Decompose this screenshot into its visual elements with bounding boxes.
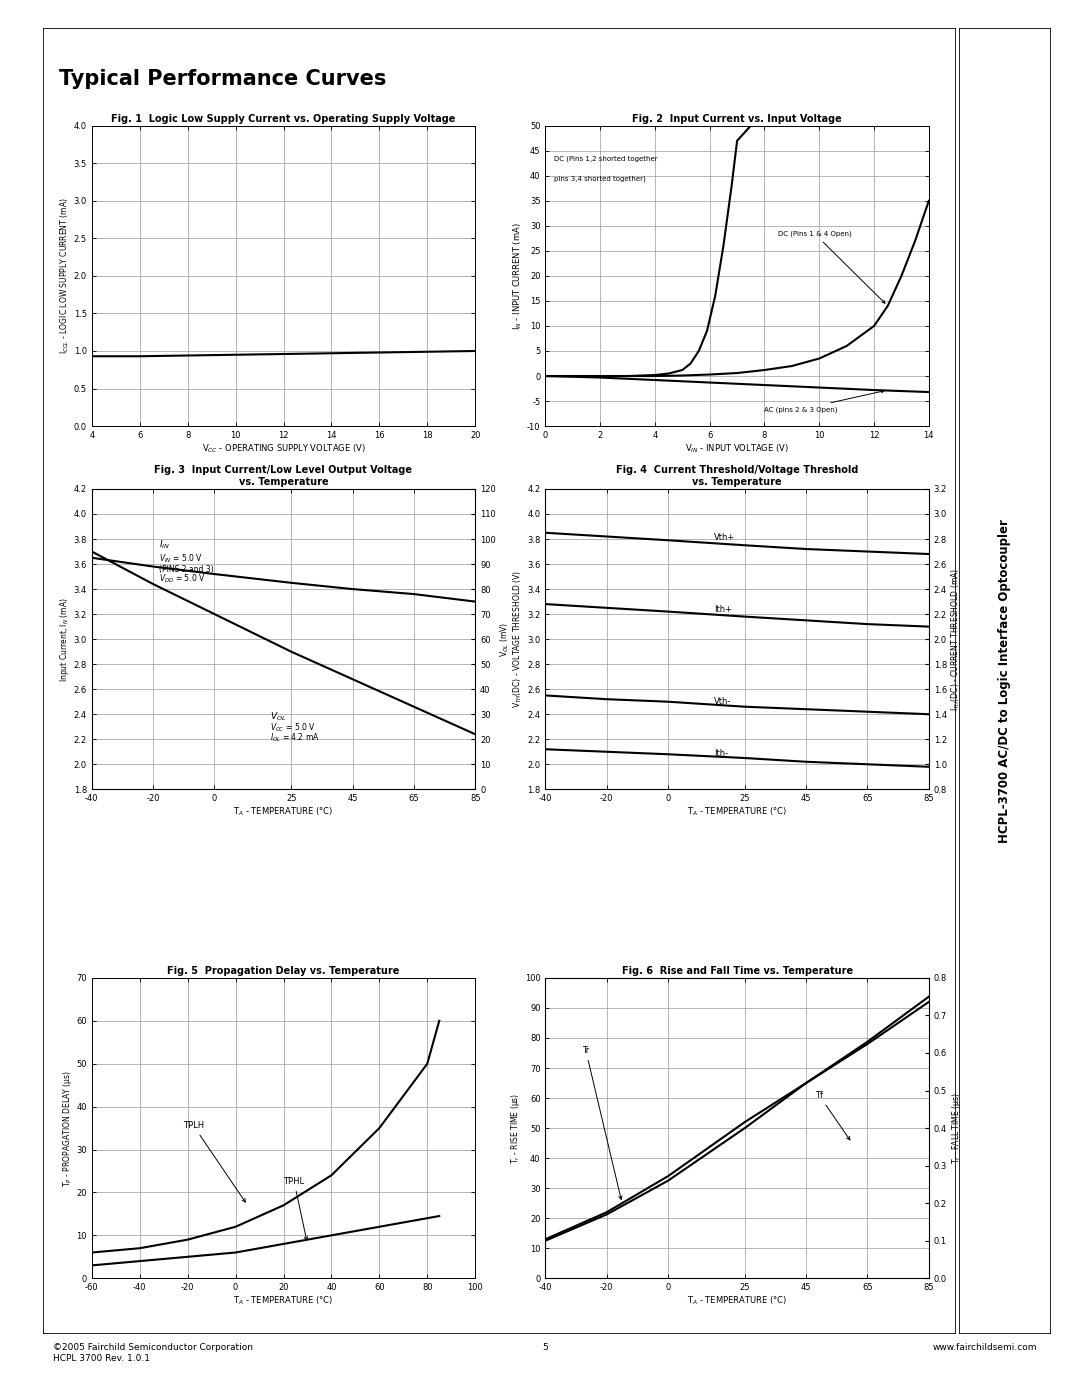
Text: Tr: Tr bbox=[582, 1046, 622, 1200]
Text: pins 3,4 shorted together): pins 3,4 shorted together) bbox=[554, 176, 646, 182]
Text: TPLH: TPLH bbox=[183, 1120, 245, 1201]
Text: AC (pins 2 & 3 Open): AC (pins 2 & 3 Open) bbox=[765, 390, 883, 412]
X-axis label: V$_{CC}$ - OPERATING SUPPLY VOLTAGE (V): V$_{CC}$ - OPERATING SUPPLY VOLTAGE (V) bbox=[202, 443, 365, 455]
Text: DC (Pins 1,2 shorted together: DC (Pins 1,2 shorted together bbox=[554, 156, 658, 162]
X-axis label: T$_A$ - TEMPERATURE (°C): T$_A$ - TEMPERATURE (°C) bbox=[687, 806, 787, 819]
Y-axis label: I$_{TH}$(DC) - CURRENT THRESHOLD (mA): I$_{TH}$(DC) - CURRENT THRESHOLD (mA) bbox=[949, 567, 962, 711]
X-axis label: T$_A$ - TEMPERATURE (°C): T$_A$ - TEMPERATURE (°C) bbox=[233, 1295, 334, 1308]
Y-axis label: V$_{OL}$ (mV): V$_{OL}$ (mV) bbox=[499, 622, 511, 657]
X-axis label: T$_A$ - TEMPERATURE (°C): T$_A$ - TEMPERATURE (°C) bbox=[233, 806, 334, 819]
Text: Ith+: Ith+ bbox=[714, 605, 732, 613]
Y-axis label: I$_{CCL}$ - LOGIC LOW SUPPLY CURRENT (mA): I$_{CCL}$ - LOGIC LOW SUPPLY CURRENT (mA… bbox=[58, 197, 71, 355]
Text: $I_{OL}$ = 4.2 mA: $I_{OL}$ = 4.2 mA bbox=[270, 732, 320, 745]
Text: TPHL: TPHL bbox=[283, 1176, 308, 1241]
Text: $V_{DD}$ = 5.0 V: $V_{DD}$ = 5.0 V bbox=[159, 573, 206, 585]
Text: Tf: Tf bbox=[815, 1091, 850, 1140]
Y-axis label: V$_{TH}$(DC) - VOLTAGE THRESHOLD (V): V$_{TH}$(DC) - VOLTAGE THRESHOLD (V) bbox=[512, 570, 525, 708]
Y-axis label: T$_f$ - FALL TIME (µs): T$_f$ - FALL TIME (µs) bbox=[949, 1092, 962, 1164]
Title: Fig. 2  Input Current vs. Input Voltage: Fig. 2 Input Current vs. Input Voltage bbox=[632, 113, 842, 123]
Title: Fig. 4  Current Threshold/Voltage Threshold
vs. Temperature: Fig. 4 Current Threshold/Voltage Thresho… bbox=[616, 465, 859, 486]
Y-axis label: T$_P$ - PROPAGATION DELAY (µs): T$_P$ - PROPAGATION DELAY (µs) bbox=[60, 1070, 73, 1186]
Y-axis label: T$_r$ - RISE TIME (µs): T$_r$ - RISE TIME (µs) bbox=[509, 1092, 522, 1164]
X-axis label: T$_A$ - TEMPERATURE (°C): T$_A$ - TEMPERATURE (°C) bbox=[687, 1295, 787, 1308]
Text: Vth+: Vth+ bbox=[714, 534, 735, 542]
X-axis label: V$_{IN}$ - INPUT VOLTAGE (V): V$_{IN}$ - INPUT VOLTAGE (V) bbox=[685, 443, 789, 455]
Text: www.fairchildsemi.com: www.fairchildsemi.com bbox=[933, 1343, 1038, 1351]
Text: (PINS 2 and 3): (PINS 2 and 3) bbox=[159, 564, 214, 574]
Text: Typical Performance Curves: Typical Performance Curves bbox=[59, 68, 387, 89]
Text: Ith-: Ith- bbox=[714, 749, 728, 757]
Title: Fig. 3  Input Current/Low Level Output Voltage
vs. Temperature: Fig. 3 Input Current/Low Level Output Vo… bbox=[154, 465, 413, 486]
Text: HCPL-3700 AC/DC to Logic Interface Optocoupler: HCPL-3700 AC/DC to Logic Interface Optoc… bbox=[998, 520, 1012, 842]
Text: ©2005 Fairchild Semiconductor Corporation
HCPL 3700 Rev. 1.0.1: ©2005 Fairchild Semiconductor Corporatio… bbox=[53, 1343, 253, 1363]
Title: Fig. 6  Rise and Fall Time vs. Temperature: Fig. 6 Rise and Fall Time vs. Temperatur… bbox=[621, 965, 853, 975]
Text: DC (Pins 1 & 4 Open): DC (Pins 1 & 4 Open) bbox=[779, 231, 885, 303]
Title: Fig. 5  Propagation Delay vs. Temperature: Fig. 5 Propagation Delay vs. Temperature bbox=[167, 965, 400, 975]
Text: 5: 5 bbox=[542, 1343, 549, 1351]
Text: $I_{IN}$: $I_{IN}$ bbox=[159, 539, 171, 552]
Text: $V_{OL}$: $V_{OL}$ bbox=[270, 710, 286, 722]
Text: Vth-: Vth- bbox=[714, 697, 731, 707]
Y-axis label: Input Current, I$_N$ (mA): Input Current, I$_N$ (mA) bbox=[58, 597, 71, 682]
Title: Fig. 1  Logic Low Supply Current vs. Operating Supply Voltage: Fig. 1 Logic Low Supply Current vs. Oper… bbox=[111, 113, 456, 123]
Text: $V_{IN}$ = 5.0 V: $V_{IN}$ = 5.0 V bbox=[159, 553, 203, 564]
Y-axis label: I$_N$ - INPUT CURRENT (mA): I$_N$ - INPUT CURRENT (mA) bbox=[512, 222, 524, 330]
Text: $V_{CC}$ = 5.0 V: $V_{CC}$ = 5.0 V bbox=[270, 721, 315, 733]
